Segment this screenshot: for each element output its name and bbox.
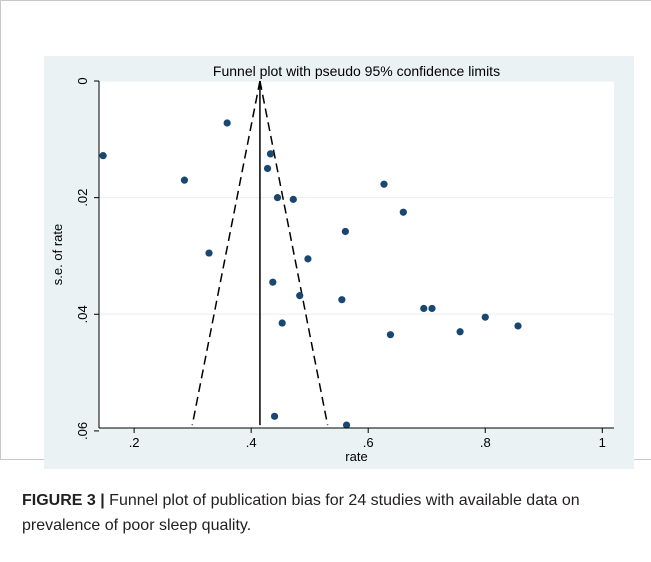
data-point xyxy=(263,164,272,173)
data-point xyxy=(428,304,436,313)
data-point xyxy=(180,176,189,184)
y-axis-label: s.e. of rate xyxy=(50,224,65,285)
data-point xyxy=(399,208,407,216)
x-tick-label: .4 xyxy=(246,435,257,450)
x-tick-label: .2 xyxy=(129,435,140,450)
y-tick-label: .06 xyxy=(75,422,90,440)
data-point xyxy=(289,195,297,203)
y-tick-label: .02 xyxy=(75,189,90,207)
data-point xyxy=(342,421,351,429)
x-tick-label: .6 xyxy=(363,435,374,450)
data-point xyxy=(278,319,286,327)
grid-lines xyxy=(99,80,614,432)
data-point xyxy=(338,296,346,304)
x-axis-label: rate xyxy=(345,449,367,464)
chart-region: .2 .4 .6 .8 1 0 .02 .04 .06 Funnel plot with pse… xyxy=(44,56,634,469)
data-points xyxy=(99,119,522,429)
figure-frame-top xyxy=(0,0,651,1)
data-point xyxy=(273,194,282,202)
figure-caption: FIGURE 3 | Funnel plot of publication bi… xyxy=(22,488,632,538)
lower-confidence-limit xyxy=(191,80,261,426)
upper-confidence-limit xyxy=(259,80,329,426)
chart-title: Funnel plot with pseudo 95% confidence l… xyxy=(213,63,500,79)
x-tick-label: 1 xyxy=(599,435,606,450)
data-point xyxy=(205,249,213,257)
data-point xyxy=(481,313,489,321)
data-point xyxy=(514,322,522,330)
y-tick-label: .04 xyxy=(75,305,90,323)
axes: .2 .4 .6 .8 1 0 .02 .04 .06 xyxy=(75,77,614,450)
data-point xyxy=(266,150,275,158)
data-point xyxy=(420,304,428,313)
data-point xyxy=(341,227,349,236)
figure-caption-text: Funnel plot of publication bias for 24 s… xyxy=(22,492,580,534)
data-point xyxy=(386,331,395,339)
x-tick-label: .8 xyxy=(480,435,491,450)
data-point xyxy=(296,292,304,300)
funnel-lines xyxy=(191,80,329,426)
figure-label: FIGURE 3 | xyxy=(22,492,105,509)
data-point xyxy=(304,255,312,263)
plot-area xyxy=(99,81,614,428)
data-point xyxy=(269,278,277,286)
data-point xyxy=(99,152,107,160)
funnel-plot-chart: .2 .4 .6 .8 1 0 .02 .04 .06 Funnel plot with pse… xyxy=(50,63,614,464)
figure-frame-left xyxy=(0,0,1,460)
y-tick-label: 0 xyxy=(75,77,90,84)
data-point xyxy=(270,412,279,420)
data-point xyxy=(380,180,388,188)
data-point xyxy=(456,328,464,336)
data-point xyxy=(223,119,231,127)
